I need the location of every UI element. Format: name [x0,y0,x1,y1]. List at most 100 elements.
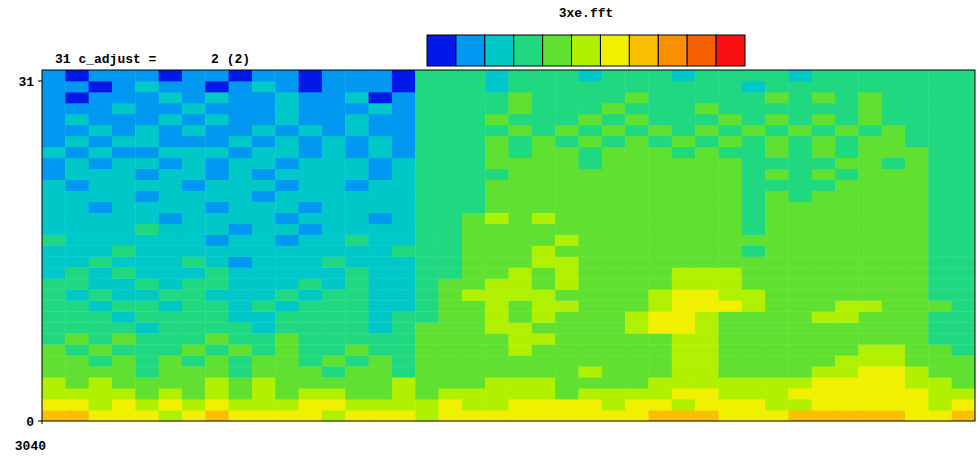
cell [905,333,929,344]
cell [205,81,229,92]
cell [42,246,66,257]
cell [788,344,812,355]
cell [718,377,742,388]
cell [602,92,626,103]
cell [205,136,229,147]
cell [299,399,323,410]
cell [532,366,556,377]
cell [205,103,229,114]
cell [765,322,789,333]
cell [252,202,276,213]
cell [135,213,159,224]
cell [812,355,836,366]
cell [65,366,89,377]
cell [205,366,229,377]
cell [555,388,579,399]
cell [835,311,859,322]
cell [112,311,136,322]
cell [229,333,253,344]
cell [392,322,416,333]
cell [299,114,323,125]
cell [462,213,486,224]
cell [695,344,719,355]
cell [392,213,416,224]
cell [299,289,323,300]
cell [765,235,789,246]
cell [765,344,789,355]
cell [812,191,836,202]
cell [369,311,393,322]
cell [812,300,836,311]
cell [89,278,113,289]
cell [345,235,369,246]
cell [509,399,533,410]
cell [65,311,89,322]
cell [835,169,859,180]
cell [695,136,719,147]
cell [159,388,183,399]
cell [369,158,393,169]
cell [229,147,253,158]
cell [135,355,159,366]
cell [65,81,89,92]
cell [322,224,346,235]
cell [462,103,486,114]
cell [42,81,66,92]
cell [65,388,89,399]
cell [112,213,136,224]
cell [812,125,836,136]
cell [205,267,229,278]
cell [275,191,299,202]
cell [905,81,929,92]
cell [765,147,789,158]
cell [835,289,859,300]
cell [65,191,89,202]
cell [555,377,579,388]
cell [812,278,836,289]
cell [718,191,742,202]
cell [672,311,696,322]
cell [392,103,416,114]
cell [182,267,206,278]
cell [765,92,789,103]
cell [112,355,136,366]
cell [135,246,159,257]
cell [928,377,952,388]
cell [182,114,206,125]
cell [718,81,742,92]
cell [812,399,836,410]
cell [648,169,672,180]
cell [835,136,859,147]
cell [788,399,812,410]
cell [578,388,602,399]
cell [602,355,626,366]
cell [345,180,369,191]
cell [625,191,649,202]
cell [485,410,509,421]
cell [89,136,113,147]
cell [672,256,696,267]
cell [952,399,975,410]
cell [578,300,602,311]
cell [858,311,882,322]
cell [415,322,439,333]
cell [229,311,253,322]
cell [509,92,533,103]
cell [578,289,602,300]
cell [229,70,253,81]
cell [65,355,89,366]
cell [252,169,276,180]
cell [648,344,672,355]
cell [299,191,323,202]
cell [578,278,602,289]
cell [765,246,789,257]
cell [182,191,206,202]
cell [252,300,276,311]
cell [229,289,253,300]
cell [275,103,299,114]
cell [858,70,882,81]
cell [672,235,696,246]
cell [112,246,136,257]
cell [602,103,626,114]
cell [112,169,136,180]
